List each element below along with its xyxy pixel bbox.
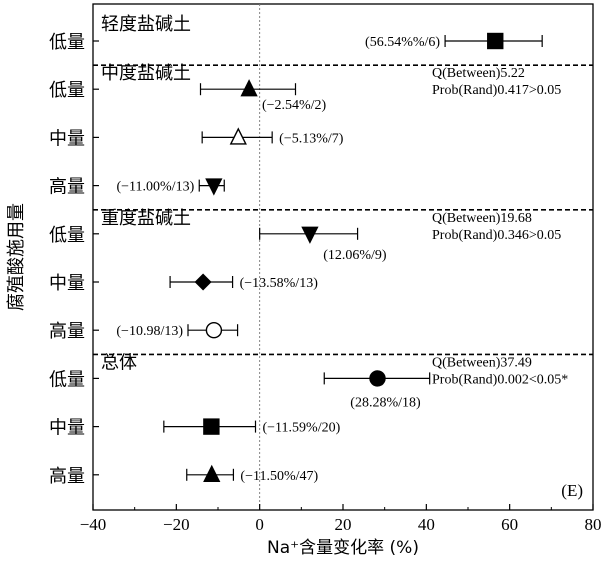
marker-square	[487, 32, 504, 50]
y-level-label: 低量	[49, 225, 85, 246]
group-name: 轻度盐碱土	[101, 14, 191, 35]
effect-label: (−2.54%/2)	[262, 98, 327, 113]
effect-label: (12.06%/9)	[323, 248, 387, 263]
x-tick-label: 60	[501, 515, 518, 534]
marker-triangle-up	[203, 464, 221, 482]
y-level-label: 高量	[49, 321, 85, 342]
y-level-label: 中量	[49, 128, 85, 149]
group-prob-rand: Prob(Rand)0.346>0.05	[432, 228, 561, 243]
group-name: 总体	[101, 352, 137, 373]
marker-diamond	[194, 273, 212, 291]
marker-triangle-down	[205, 178, 223, 196]
group-name: 重度盐碱土	[101, 208, 191, 229]
group-q-between: Q(Between)5.22	[432, 66, 525, 81]
group-q-between: Q(Between)19.68	[432, 211, 532, 226]
marker-triangle-down	[301, 226, 319, 244]
y-level-label: 高量	[49, 466, 85, 487]
effect-label: (−11.59%/20)	[263, 421, 341, 436]
group-prob-rand: Prob(Rand)0.417>0.05	[432, 83, 561, 98]
effect-label: (−11.00%/13)	[116, 180, 194, 195]
effect-label: (56.54%%/6)	[365, 35, 440, 50]
effect-label: (−13.58%/13)	[240, 276, 319, 291]
marker-circle	[205, 322, 223, 339]
y-level-label: 低量	[49, 32, 85, 53]
y-level-label: 低量	[49, 369, 85, 390]
effect-label: (−11.50%/47)	[240, 469, 318, 484]
x-axis-label: Na⁺含量变化率 (%)	[267, 538, 419, 558]
effect-label: (28.28%/18)	[350, 395, 421, 410]
effect-label: (−5.13%/7)	[279, 131, 344, 146]
y-level-label: 高量	[49, 177, 85, 198]
y-level-label: 中量	[49, 418, 85, 439]
y-axis-label: 腐殖酸施用量	[5, 203, 27, 311]
y-level-label: 中量	[49, 273, 85, 294]
group-q-between: Q(Between)37.49	[432, 355, 532, 370]
x-tick-label: −40	[80, 515, 107, 534]
x-tick-label: −20	[163, 515, 190, 534]
marker-square	[203, 418, 220, 435]
marker-triangle-up	[240, 79, 258, 97]
y-level-label: 低量	[49, 80, 85, 101]
x-tick-label: 20	[335, 515, 352, 534]
x-tick-label: 40	[418, 515, 435, 534]
group-prob-rand: Prob(Rand)0.002<0.05*	[432, 372, 568, 387]
x-tick-label: 0	[255, 515, 264, 534]
marker-circle	[369, 370, 386, 387]
panel-label: (E)	[561, 481, 583, 500]
effect-label: (−10.98/13)	[116, 324, 183, 339]
x-tick-label: 80	[585, 515, 602, 534]
marker-triangle-up	[229, 127, 247, 145]
group-name: 中度盐碱土	[101, 63, 191, 84]
